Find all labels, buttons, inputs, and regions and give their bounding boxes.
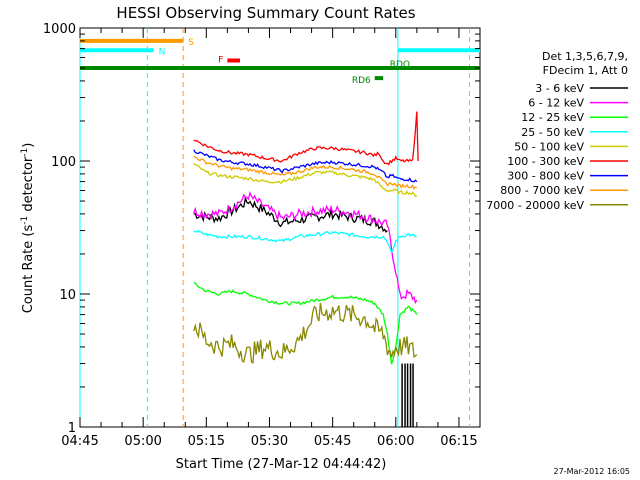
flag-label: N [159, 47, 166, 57]
flag-label: S [188, 38, 194, 48]
legend-label: 50 - 100 keV [514, 140, 584, 153]
legend-label: 12 - 25 keV [521, 111, 584, 124]
series-line [193, 111, 419, 166]
series-line [193, 149, 418, 183]
y-axis-label: Count Rate (s-1 detector-1) [20, 143, 36, 314]
legend-label: 800 - 7000 keV [500, 184, 584, 197]
x-axis-label: Start Time (27-Mar-12 04:44:42) [176, 457, 387, 472]
x-tick-label: 05:45 [314, 434, 351, 449]
legend-label: 300 - 800 keV [507, 170, 584, 183]
legend-label: 7000 - 20000 keV [486, 199, 584, 212]
series-line [193, 155, 418, 190]
flag-label: RDO [390, 60, 410, 70]
flag-label: RD6 [352, 76, 371, 86]
legend-label: 25 - 50 keV [521, 126, 584, 139]
x-tick-label: 05:15 [188, 434, 225, 449]
generation-timestamp: 27-Mar-2012 16:05 [554, 467, 631, 476]
series-line [193, 303, 418, 364]
x-tick-label: 05:30 [251, 434, 288, 449]
series-line [193, 229, 417, 255]
series-line [193, 195, 388, 233]
legend-label: 6 - 12 keV [528, 97, 584, 110]
plot-frame [79, 27, 481, 428]
y-tick-label: 100 [51, 155, 76, 170]
y-tick-label: 1 [68, 421, 76, 436]
x-tick-label: 04:45 [61, 434, 98, 449]
y-tick-label: 1000 [43, 22, 76, 37]
series-line [193, 190, 418, 305]
legend-label: 3 - 6 keV [535, 82, 584, 95]
flag-label: F [218, 55, 223, 65]
series-line [193, 162, 418, 198]
x-tick-label: 06:15 [440, 434, 477, 449]
legend-header: Det 1,3,5,6,7,9, [542, 50, 628, 63]
chart-title: HESSI Observing Summary Count Rates [116, 4, 415, 22]
y-tick-label: 10 [59, 288, 76, 303]
legend: Det 1,3,5,6,7,9,FDecim 1, Att 0 3 - 6 keV… [486, 50, 628, 212]
x-tick-label: 06:00 [377, 434, 414, 449]
legend-label: 100 - 300 keV [507, 155, 584, 168]
x-tick-label: 05:00 [124, 434, 161, 449]
legend-header: FDecim 1, Att 0 [543, 64, 628, 77]
series-line [193, 282, 418, 365]
